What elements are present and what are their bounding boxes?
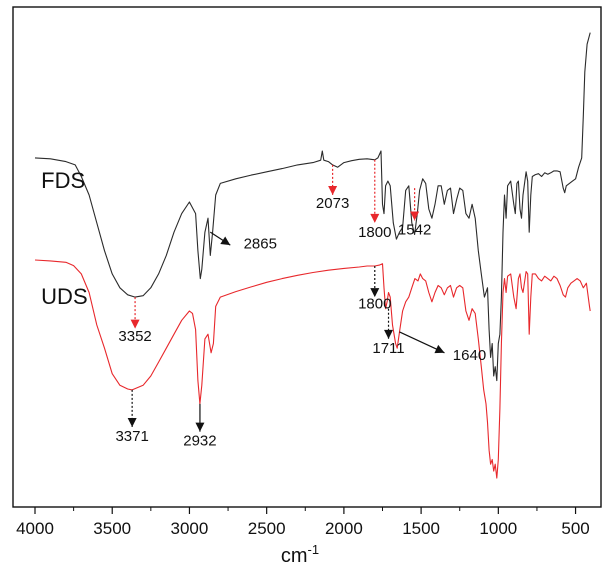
annotation-arrowhead xyxy=(127,418,137,428)
series-label-fds: FDS xyxy=(41,168,85,193)
x-axis-title-superscript: -1 xyxy=(308,542,320,557)
annotation-label: 3371 xyxy=(115,428,148,445)
series-layer xyxy=(34,32,591,479)
x-tick-label-4000: 4000 xyxy=(16,519,54,538)
annotation-arrowhead xyxy=(130,319,140,329)
x-tick-label-2000: 2000 xyxy=(325,519,363,538)
x-tick-label-3500: 3500 xyxy=(93,519,131,538)
peak-annotation-3371: 3371 xyxy=(115,389,149,445)
x-axis-title-base: cm xyxy=(281,545,308,567)
annotation-arrowhead xyxy=(370,288,380,298)
annotation-label: 3352 xyxy=(118,328,151,345)
peak-annotation-1640: 1640 xyxy=(399,331,486,364)
peak-annotation-2073: 2073 xyxy=(316,164,349,212)
annotation-label: 1711 xyxy=(372,340,404,357)
annotation-label: 2865 xyxy=(244,235,277,252)
series-label-uds: UDS xyxy=(41,284,87,309)
annotation-arrowhead xyxy=(220,236,231,246)
peak-annotation-2932: 2932 xyxy=(183,403,217,450)
annotation-label: 2073 xyxy=(316,195,349,212)
x-tick-label-3000: 3000 xyxy=(171,519,209,538)
annotation-arrowhead xyxy=(328,186,338,196)
series-line-uds xyxy=(34,259,591,479)
x-axis-title: cm-1 xyxy=(281,542,319,567)
x-tick-label-2500: 2500 xyxy=(248,519,286,538)
annotation-arrowhead xyxy=(384,329,394,339)
x-tick-label-1500: 1500 xyxy=(402,519,440,538)
x-axis-ticks: 4000 3500 3000 2500 2000 1500 1000 500 xyxy=(16,507,590,538)
annotation-label: 1640 xyxy=(453,347,486,364)
annotation-label: 1542 xyxy=(398,221,431,238)
annotation-label: 1800 xyxy=(358,224,391,241)
annotation-arrowhead xyxy=(410,211,420,221)
annotation-arrowhead xyxy=(195,422,205,432)
peak-annotation-1800: 1800 xyxy=(358,159,391,241)
series-line-fds xyxy=(34,32,591,382)
series-labels: FDS UDS xyxy=(41,168,87,309)
annotation-arrowhead xyxy=(434,344,445,354)
peak-annotation-1711: 1711 xyxy=(372,308,405,357)
x-tick-label-1000: 1000 xyxy=(479,519,517,538)
peak-annotation-3352: 3352 xyxy=(118,297,152,345)
plot-border xyxy=(12,6,602,508)
plot-frame xyxy=(12,6,602,508)
annotation-label: 2932 xyxy=(183,433,216,450)
annotation-arrowhead xyxy=(370,213,380,223)
peak-annotation-1800: 1800 xyxy=(358,266,391,313)
peak-annotation-1542: 1542 xyxy=(398,188,431,238)
peak-annotations: 3352 2865 2073 1800 1542 1800 1711 1640 3371 2932 xyxy=(115,159,486,450)
annotation-label: 1800 xyxy=(358,296,391,313)
peak-annotation-2865: 2865 xyxy=(209,231,277,252)
x-tick-label-500: 500 xyxy=(561,519,589,538)
